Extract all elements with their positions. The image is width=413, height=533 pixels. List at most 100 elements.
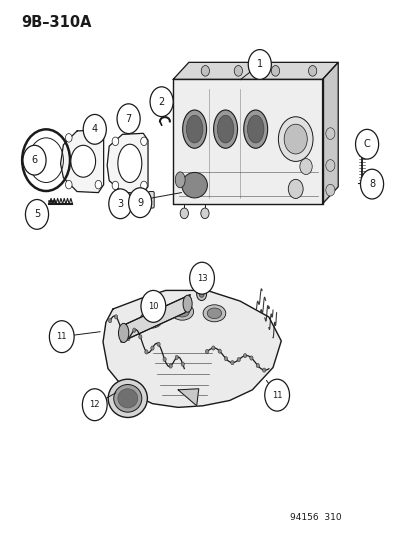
Circle shape bbox=[126, 336, 130, 341]
Text: 5: 5 bbox=[34, 209, 40, 220]
Ellipse shape bbox=[175, 306, 189, 317]
Circle shape bbox=[114, 314, 117, 319]
Text: 11: 11 bbox=[56, 332, 67, 341]
Circle shape bbox=[234, 66, 242, 76]
Text: 10: 10 bbox=[148, 302, 158, 311]
Polygon shape bbox=[173, 62, 337, 79]
Circle shape bbox=[150, 87, 173, 117]
Circle shape bbox=[112, 137, 119, 146]
Circle shape bbox=[237, 358, 240, 362]
Text: 13: 13 bbox=[196, 273, 207, 282]
Polygon shape bbox=[60, 130, 103, 192]
Circle shape bbox=[243, 353, 246, 358]
Circle shape bbox=[249, 356, 252, 360]
Circle shape bbox=[65, 180, 72, 189]
Circle shape bbox=[145, 350, 148, 354]
Circle shape bbox=[283, 124, 306, 154]
Circle shape bbox=[65, 134, 72, 142]
Ellipse shape bbox=[206, 308, 221, 319]
Polygon shape bbox=[103, 290, 280, 407]
Circle shape bbox=[140, 137, 147, 146]
Circle shape bbox=[95, 180, 102, 189]
Ellipse shape bbox=[203, 305, 225, 322]
Circle shape bbox=[325, 184, 334, 196]
Circle shape bbox=[308, 66, 316, 76]
Ellipse shape bbox=[144, 314, 158, 325]
Polygon shape bbox=[173, 79, 322, 204]
Polygon shape bbox=[322, 62, 337, 204]
Text: 7: 7 bbox=[125, 114, 131, 124]
Ellipse shape bbox=[213, 110, 237, 148]
Circle shape bbox=[299, 159, 311, 174]
Text: 8: 8 bbox=[368, 179, 374, 189]
Circle shape bbox=[200, 208, 209, 219]
Ellipse shape bbox=[171, 303, 193, 320]
Circle shape bbox=[140, 181, 147, 190]
Circle shape bbox=[224, 357, 227, 361]
Circle shape bbox=[25, 199, 48, 229]
Ellipse shape bbox=[118, 389, 138, 408]
Circle shape bbox=[230, 360, 233, 365]
Text: 6: 6 bbox=[31, 155, 38, 165]
Circle shape bbox=[287, 179, 302, 198]
Circle shape bbox=[120, 330, 123, 334]
Circle shape bbox=[71, 146, 95, 177]
Ellipse shape bbox=[140, 311, 162, 328]
Circle shape bbox=[256, 364, 259, 368]
Circle shape bbox=[175, 356, 178, 360]
Circle shape bbox=[138, 335, 142, 339]
Ellipse shape bbox=[108, 379, 147, 417]
Ellipse shape bbox=[183, 295, 192, 312]
Circle shape bbox=[23, 146, 46, 175]
Polygon shape bbox=[107, 133, 148, 193]
Text: 2: 2 bbox=[158, 96, 164, 107]
Circle shape bbox=[180, 208, 188, 219]
Circle shape bbox=[196, 288, 206, 301]
Circle shape bbox=[264, 379, 289, 411]
Circle shape bbox=[95, 134, 102, 142]
Text: 12: 12 bbox=[89, 400, 100, 409]
Ellipse shape bbox=[217, 115, 233, 143]
Text: 9: 9 bbox=[137, 198, 143, 208]
Ellipse shape bbox=[175, 172, 185, 188]
Circle shape bbox=[278, 117, 312, 161]
Circle shape bbox=[325, 160, 334, 171]
Circle shape bbox=[117, 104, 140, 134]
Text: 1: 1 bbox=[256, 60, 262, 69]
Circle shape bbox=[109, 189, 132, 219]
Circle shape bbox=[82, 389, 107, 421]
Circle shape bbox=[169, 364, 172, 368]
Circle shape bbox=[108, 319, 112, 323]
Text: 9B–310A: 9B–310A bbox=[21, 15, 92, 30]
Circle shape bbox=[163, 357, 166, 361]
Ellipse shape bbox=[182, 110, 206, 148]
Ellipse shape bbox=[181, 172, 207, 198]
Circle shape bbox=[218, 349, 221, 353]
Ellipse shape bbox=[118, 144, 142, 182]
Ellipse shape bbox=[243, 110, 267, 148]
Circle shape bbox=[248, 50, 271, 79]
Ellipse shape bbox=[114, 384, 142, 412]
Circle shape bbox=[355, 130, 378, 159]
Polygon shape bbox=[121, 295, 190, 342]
Circle shape bbox=[211, 346, 214, 350]
Circle shape bbox=[360, 169, 383, 199]
Ellipse shape bbox=[186, 115, 202, 143]
Circle shape bbox=[157, 342, 160, 346]
Text: C: C bbox=[363, 139, 370, 149]
Polygon shape bbox=[178, 389, 198, 406]
Circle shape bbox=[262, 368, 265, 372]
Circle shape bbox=[49, 321, 74, 353]
Circle shape bbox=[128, 188, 151, 217]
Circle shape bbox=[205, 350, 208, 354]
Circle shape bbox=[199, 291, 204, 297]
Circle shape bbox=[201, 66, 209, 76]
Circle shape bbox=[181, 362, 184, 366]
Circle shape bbox=[141, 290, 165, 322]
Circle shape bbox=[112, 181, 119, 190]
FancyBboxPatch shape bbox=[148, 191, 154, 208]
Circle shape bbox=[150, 346, 154, 350]
Circle shape bbox=[83, 115, 106, 144]
Text: 11: 11 bbox=[271, 391, 282, 400]
Text: 4: 4 bbox=[92, 124, 97, 134]
